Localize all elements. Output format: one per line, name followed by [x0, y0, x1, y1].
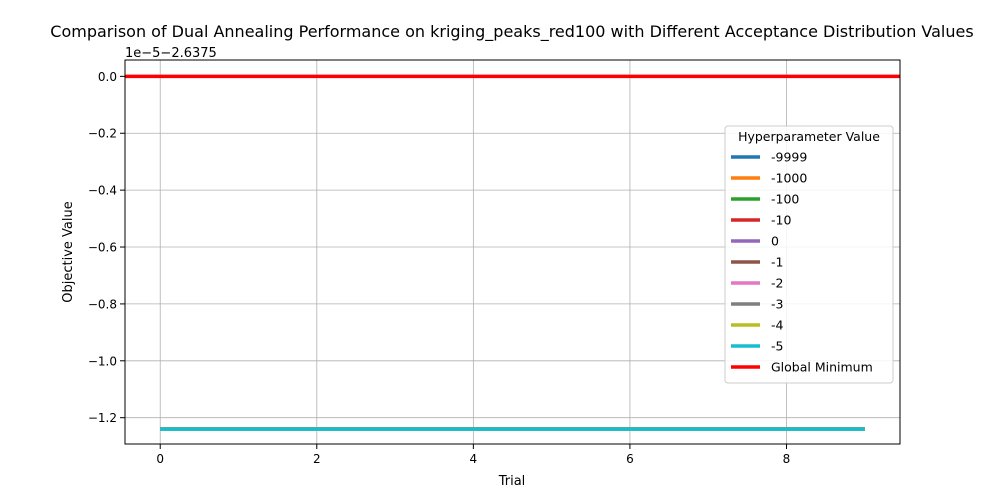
y-tick-label: −0.4 [88, 184, 117, 198]
y-tick-label: −1.2 [88, 411, 117, 425]
x-tick-label: 2 [313, 452, 321, 466]
x-axis-label: Trial [498, 474, 526, 489]
x-tick-label: 0 [156, 452, 164, 466]
legend: Hyperparameter Value-9999-1000-100-100-1… [724, 125, 894, 384]
x-tick-label: 6 [626, 452, 634, 466]
legend-label-neg1000: -1000 [771, 171, 807, 186]
legend-label-neg10: -10 [771, 213, 791, 228]
axes-frame [124, 59, 901, 445]
y-tick-label: −0.6 [88, 241, 117, 255]
y-tick-label: −0.8 [88, 297, 117, 311]
series-lines [125, 74, 900, 431]
x-tick-label: 8 [783, 452, 791, 466]
legend-box [724, 125, 894, 384]
legend-label-neg1: -1 [771, 255, 783, 270]
legend-label-neg2: -2 [771, 276, 783, 291]
y-tick-label: −1.0 [88, 354, 117, 368]
legend-label-neg3: -3 [771, 297, 783, 312]
chart-title: Comparison of Dual Annealing Performance… [50, 22, 973, 42]
legend-label-neg4: -4 [771, 318, 784, 333]
legend-label-neg9999: -9999 [771, 150, 807, 165]
y-axis-offset-label: 1e−5−2.6375 [125, 46, 217, 61]
legend-title: Hyperparameter Value [738, 129, 880, 144]
legend-label-GlobalnegMinimum: Global Minimum [771, 360, 873, 375]
legend-label-0: 0 [771, 234, 779, 249]
y-tick-label: −0.2 [88, 127, 117, 141]
y-axis-label: Objective Value [61, 201, 76, 302]
legend-label-neg5: -5 [771, 339, 783, 354]
legend-label-neg100: -100 [771, 192, 799, 207]
x-tick-label: 4 [470, 452, 478, 466]
y-tick-label: 0.0 [98, 70, 117, 84]
